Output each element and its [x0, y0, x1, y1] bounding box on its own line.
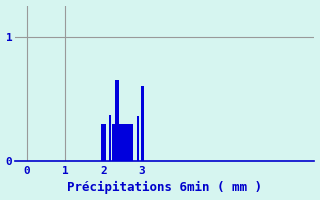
X-axis label: Précipitations 6min ( mm ): Précipitations 6min ( mm ): [67, 181, 262, 194]
Bar: [137, 116, 139, 161]
Bar: [141, 86, 144, 161]
Bar: [115, 80, 119, 161]
Bar: [108, 115, 111, 161]
Bar: [112, 124, 133, 161]
Bar: [101, 124, 106, 161]
